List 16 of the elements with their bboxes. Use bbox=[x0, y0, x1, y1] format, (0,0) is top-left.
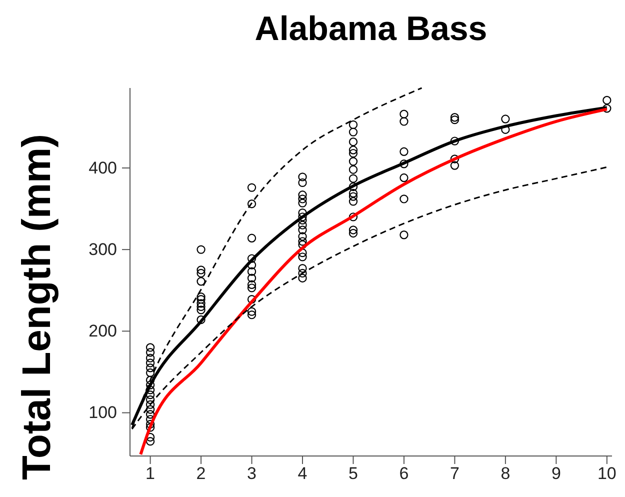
x-tick-label: 3 bbox=[247, 464, 257, 484]
x-tick-label: 5 bbox=[348, 464, 358, 484]
y-tick-label: 100 bbox=[88, 403, 117, 422]
y-tick-label: 400 bbox=[88, 158, 117, 178]
x-tick-label: 7 bbox=[450, 464, 460, 484]
x-tick-label: 1 bbox=[146, 464, 156, 484]
y-tick-label: 300 bbox=[88, 240, 117, 259]
x-tick-label: 10 bbox=[597, 464, 616, 484]
x-tick-label: 8 bbox=[500, 464, 510, 484]
x-tick-label: 6 bbox=[399, 464, 409, 484]
x-tick-label: 9 bbox=[551, 464, 561, 484]
x-tick-label: 4 bbox=[298, 464, 308, 484]
y-axis-title: Total Length (mm) bbox=[15, 134, 59, 480]
y-tick-label: 200 bbox=[88, 322, 117, 341]
chart-title: Alabama Bass bbox=[254, 10, 488, 48]
x-tick-label: 2 bbox=[196, 464, 206, 484]
